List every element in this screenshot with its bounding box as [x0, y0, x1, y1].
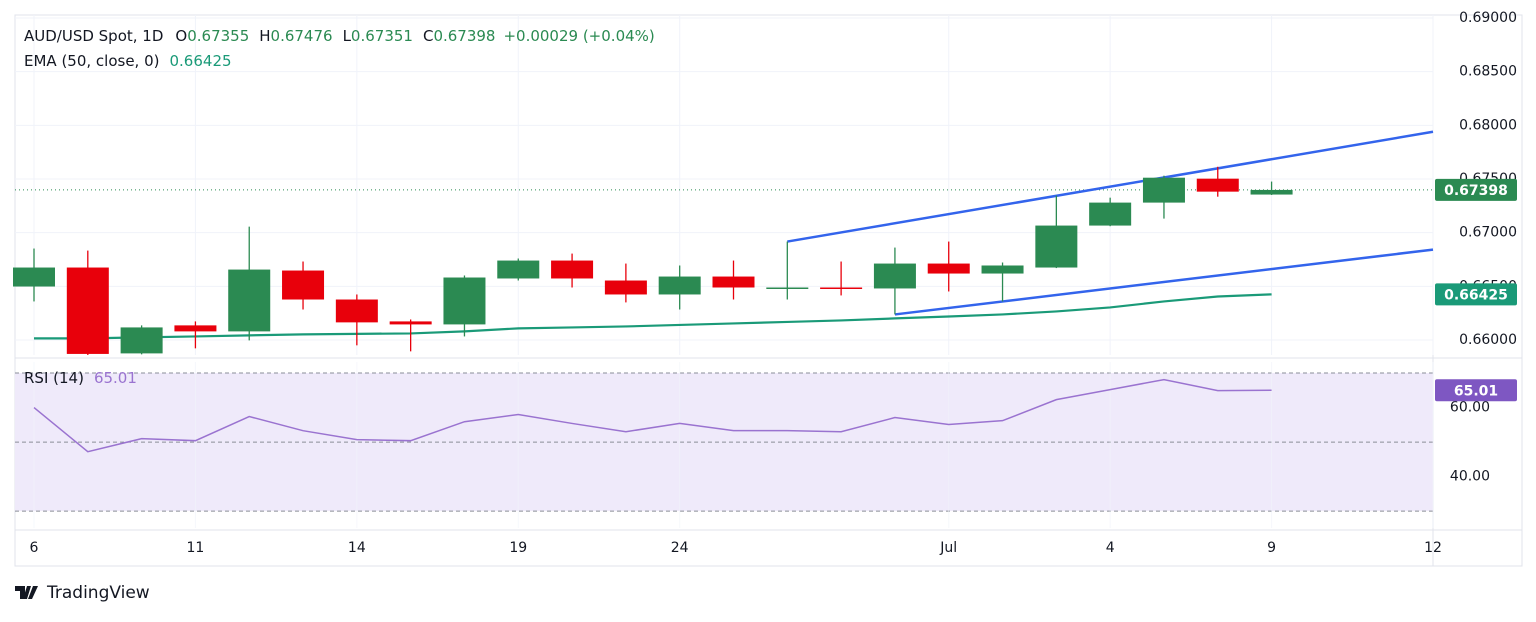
rsi-tick-label: 60.00 — [1450, 400, 1490, 416]
rsi-line — [33, 378, 1272, 453]
x-tick-label: 19 — [509, 540, 527, 556]
brand-name: TradingView — [46, 583, 150, 603]
ema-name: EMA (50, close, 0) — [24, 52, 160, 70]
candle-body — [13, 267, 55, 287]
trend-line — [894, 248, 1434, 316]
candle-body — [981, 265, 1024, 274]
rsi-tick-label: 40.00 — [1450, 469, 1490, 485]
logo-icon — [15, 586, 38, 599]
trend-line — [787, 130, 1434, 243]
ohlc-label: L — [343, 27, 352, 45]
candle-body — [820, 287, 863, 289]
candle-body — [66, 267, 109, 354]
candle-body — [282, 270, 325, 300]
price-box — [1435, 178, 1517, 201]
ohlc-value: 0.67476 — [271, 27, 333, 45]
plot-layer: 0.690000.685000.680000.675000.670000.665… — [13, 10, 1522, 566]
rsi-name: RSI (14) — [24, 369, 84, 387]
logo: TradingView — [15, 583, 150, 603]
rsi-value: 65.01 — [94, 369, 137, 387]
x-tick-label: 4 — [1106, 540, 1115, 556]
chart-header: AUD/USD Spot, 1D O0.67355 H0.67476 L0.67351… — [24, 27, 655, 45]
candle-body — [1250, 189, 1293, 195]
candle-body — [658, 276, 701, 295]
x-tick-label: 14 — [348, 540, 366, 556]
rsi-label: 65.01 — [1454, 383, 1498, 399]
frame — [14, 14, 1523, 567]
candle-body — [766, 287, 809, 289]
chart-title: AUD/USD Spot, 1D — [24, 27, 163, 45]
candle-body — [335, 299, 378, 323]
y-tick-label: 0.68000 — [1459, 117, 1517, 133]
candle-body — [1142, 177, 1185, 203]
ema-label: 0.66425 — [1444, 287, 1508, 303]
candle-body — [604, 280, 647, 295]
candle-body — [389, 321, 432, 325]
rsi-header: RSI (14) 65.01 — [24, 369, 137, 387]
y-tick-label: 0.69000 — [1459, 10, 1517, 26]
ohlc-value: 0.67351 — [351, 27, 413, 45]
candle-body — [873, 263, 916, 289]
rsi-box — [1435, 379, 1517, 402]
x-tick-label: 6 — [30, 540, 39, 556]
candle-body — [1089, 202, 1132, 226]
ema-value: 0.66425 — [170, 52, 232, 70]
y-tick-label: 0.68500 — [1459, 64, 1517, 80]
ohlc-value: 0.67355 — [187, 27, 249, 45]
candle-body — [120, 327, 163, 354]
candle-body — [174, 325, 217, 332]
candle-body — [927, 263, 970, 274]
y-tick-label: 0.66000 — [1459, 332, 1517, 348]
candle-body — [551, 260, 594, 279]
ohlc-value: 0.67398 — [433, 27, 495, 45]
ohlc-label: O — [175, 27, 187, 45]
ema-box — [1435, 283, 1517, 306]
x-tick-label: 9 — [1267, 540, 1276, 556]
candle-body — [497, 260, 540, 279]
ohlc-label: C — [423, 27, 433, 45]
candle-body — [712, 276, 755, 288]
y-tick-label: 0.67000 — [1459, 225, 1517, 241]
x-tick-label: 24 — [671, 540, 689, 556]
price-label: 0.67398 — [1444, 183, 1508, 199]
ohlc-label: H — [259, 27, 270, 45]
x-tick-label: 12 — [1424, 540, 1442, 556]
ema-line — [34, 293, 1272, 340]
change-value: +0.00029 (+0.04%) — [503, 27, 654, 45]
candle-body — [1196, 178, 1239, 192]
candle-body — [1035, 225, 1078, 268]
x-tick-label: 11 — [187, 540, 205, 556]
candle-body — [228, 269, 271, 332]
candle-body — [443, 277, 486, 325]
ohlc-values: O0.67355 H0.67476 L0.67351 C0.67398 +0.00029… — [175, 27, 654, 45]
ema-header: EMA (50, close, 0) 0.66425 — [24, 52, 232, 70]
x-tick-label: Jul — [939, 540, 957, 556]
